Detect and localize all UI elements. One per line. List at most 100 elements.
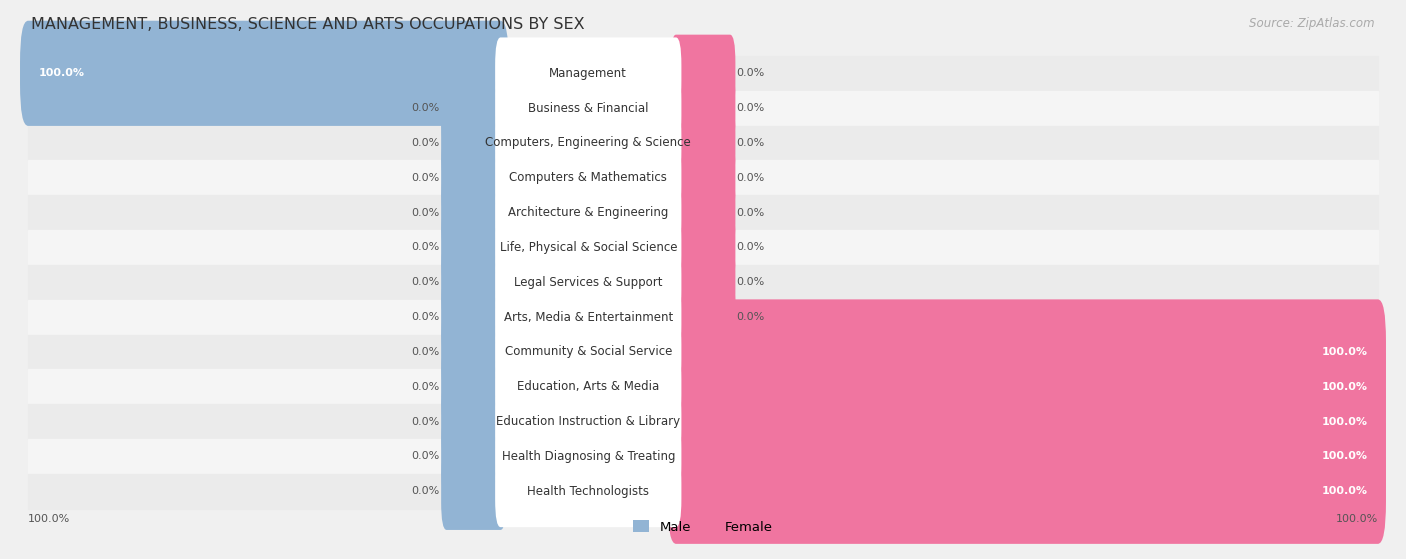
Bar xyxy=(28,160,1378,195)
FancyBboxPatch shape xyxy=(671,69,735,147)
FancyBboxPatch shape xyxy=(668,404,1386,509)
FancyBboxPatch shape xyxy=(495,281,682,353)
Text: 0.0%: 0.0% xyxy=(737,277,765,287)
Text: 100.0%: 100.0% xyxy=(1322,486,1368,496)
FancyBboxPatch shape xyxy=(441,418,506,495)
FancyBboxPatch shape xyxy=(671,313,735,391)
FancyBboxPatch shape xyxy=(441,174,506,252)
FancyBboxPatch shape xyxy=(671,383,735,460)
Bar xyxy=(28,404,1378,439)
Text: 100.0%: 100.0% xyxy=(1322,416,1368,427)
FancyBboxPatch shape xyxy=(671,174,735,252)
FancyBboxPatch shape xyxy=(495,212,682,283)
Text: Architecture & Engineering: Architecture & Engineering xyxy=(508,206,668,219)
Text: Business & Financial: Business & Financial xyxy=(529,102,648,115)
FancyBboxPatch shape xyxy=(495,247,682,318)
Bar xyxy=(28,334,1378,369)
Text: 100.0%: 100.0% xyxy=(1336,514,1378,524)
Text: Health Technologists: Health Technologists xyxy=(527,485,650,498)
FancyBboxPatch shape xyxy=(671,418,735,495)
Text: 0.0%: 0.0% xyxy=(737,103,765,113)
Text: 0.0%: 0.0% xyxy=(412,486,440,496)
Text: Arts, Media & Entertainment: Arts, Media & Entertainment xyxy=(503,311,673,324)
FancyBboxPatch shape xyxy=(441,313,506,391)
FancyBboxPatch shape xyxy=(441,139,506,216)
Bar xyxy=(28,91,1378,126)
FancyBboxPatch shape xyxy=(441,69,506,147)
Text: 0.0%: 0.0% xyxy=(412,347,440,357)
Text: 100.0%: 100.0% xyxy=(38,68,84,78)
Text: 0.0%: 0.0% xyxy=(412,243,440,253)
Text: 0.0%: 0.0% xyxy=(412,416,440,427)
Text: 0.0%: 0.0% xyxy=(412,103,440,113)
FancyBboxPatch shape xyxy=(668,369,1386,474)
FancyBboxPatch shape xyxy=(441,348,506,425)
FancyBboxPatch shape xyxy=(441,35,506,112)
Text: 100.0%: 100.0% xyxy=(28,514,70,524)
Text: Education, Arts & Media: Education, Arts & Media xyxy=(517,380,659,394)
Bar xyxy=(28,126,1378,160)
FancyBboxPatch shape xyxy=(668,334,1386,439)
Bar xyxy=(28,474,1378,509)
FancyBboxPatch shape xyxy=(671,278,735,356)
FancyBboxPatch shape xyxy=(495,316,682,388)
FancyBboxPatch shape xyxy=(441,383,506,460)
FancyBboxPatch shape xyxy=(671,105,735,182)
Text: Community & Social Service: Community & Social Service xyxy=(505,345,672,358)
Text: 0.0%: 0.0% xyxy=(412,138,440,148)
Text: Computers, Engineering & Science: Computers, Engineering & Science xyxy=(485,136,692,149)
Text: 0.0%: 0.0% xyxy=(412,173,440,183)
Text: 0.0%: 0.0% xyxy=(737,68,765,78)
Text: MANAGEMENT, BUSINESS, SCIENCE AND ARTS OCCUPATIONS BY SEX: MANAGEMENT, BUSINESS, SCIENCE AND ARTS O… xyxy=(31,17,585,32)
Text: 100.0%: 100.0% xyxy=(1322,452,1368,461)
FancyBboxPatch shape xyxy=(495,386,682,457)
Text: Health Diagnosing & Treating: Health Diagnosing & Treating xyxy=(502,450,675,463)
Bar xyxy=(28,195,1378,230)
FancyBboxPatch shape xyxy=(668,300,1386,405)
FancyBboxPatch shape xyxy=(495,37,682,109)
FancyBboxPatch shape xyxy=(671,139,735,216)
FancyBboxPatch shape xyxy=(441,278,506,356)
Bar xyxy=(28,369,1378,404)
Bar xyxy=(28,300,1378,334)
FancyBboxPatch shape xyxy=(495,72,682,144)
Text: 0.0%: 0.0% xyxy=(412,382,440,392)
Text: Life, Physical & Social Science: Life, Physical & Social Science xyxy=(499,241,678,254)
Bar xyxy=(28,56,1378,91)
FancyBboxPatch shape xyxy=(20,21,509,126)
Text: 0.0%: 0.0% xyxy=(737,207,765,217)
FancyBboxPatch shape xyxy=(671,348,735,425)
Text: 0.0%: 0.0% xyxy=(412,312,440,322)
FancyBboxPatch shape xyxy=(495,420,682,492)
FancyBboxPatch shape xyxy=(495,456,682,527)
FancyBboxPatch shape xyxy=(671,244,735,321)
Bar xyxy=(28,230,1378,265)
FancyBboxPatch shape xyxy=(495,142,682,214)
Text: Computers & Mathematics: Computers & Mathematics xyxy=(509,171,668,184)
Text: 0.0%: 0.0% xyxy=(412,277,440,287)
FancyBboxPatch shape xyxy=(441,453,506,530)
FancyBboxPatch shape xyxy=(441,105,506,182)
FancyBboxPatch shape xyxy=(441,209,506,286)
Text: 100.0%: 100.0% xyxy=(1322,347,1368,357)
FancyBboxPatch shape xyxy=(495,177,682,249)
Text: 0.0%: 0.0% xyxy=(412,207,440,217)
Text: Education Instruction & Library: Education Instruction & Library xyxy=(496,415,681,428)
Legend: Male, Female: Male, Female xyxy=(633,520,773,534)
FancyBboxPatch shape xyxy=(671,453,735,530)
FancyBboxPatch shape xyxy=(441,244,506,321)
Text: 0.0%: 0.0% xyxy=(412,452,440,461)
FancyBboxPatch shape xyxy=(495,351,682,423)
Text: 0.0%: 0.0% xyxy=(737,312,765,322)
Bar xyxy=(28,439,1378,474)
FancyBboxPatch shape xyxy=(668,439,1386,544)
Text: Source: ZipAtlas.com: Source: ZipAtlas.com xyxy=(1250,17,1375,30)
Text: 100.0%: 100.0% xyxy=(1322,382,1368,392)
FancyBboxPatch shape xyxy=(671,35,735,112)
Bar xyxy=(28,265,1378,300)
Text: 0.0%: 0.0% xyxy=(737,243,765,253)
FancyBboxPatch shape xyxy=(495,107,682,179)
Text: Legal Services & Support: Legal Services & Support xyxy=(515,276,662,289)
FancyBboxPatch shape xyxy=(671,209,735,286)
Text: 0.0%: 0.0% xyxy=(737,138,765,148)
